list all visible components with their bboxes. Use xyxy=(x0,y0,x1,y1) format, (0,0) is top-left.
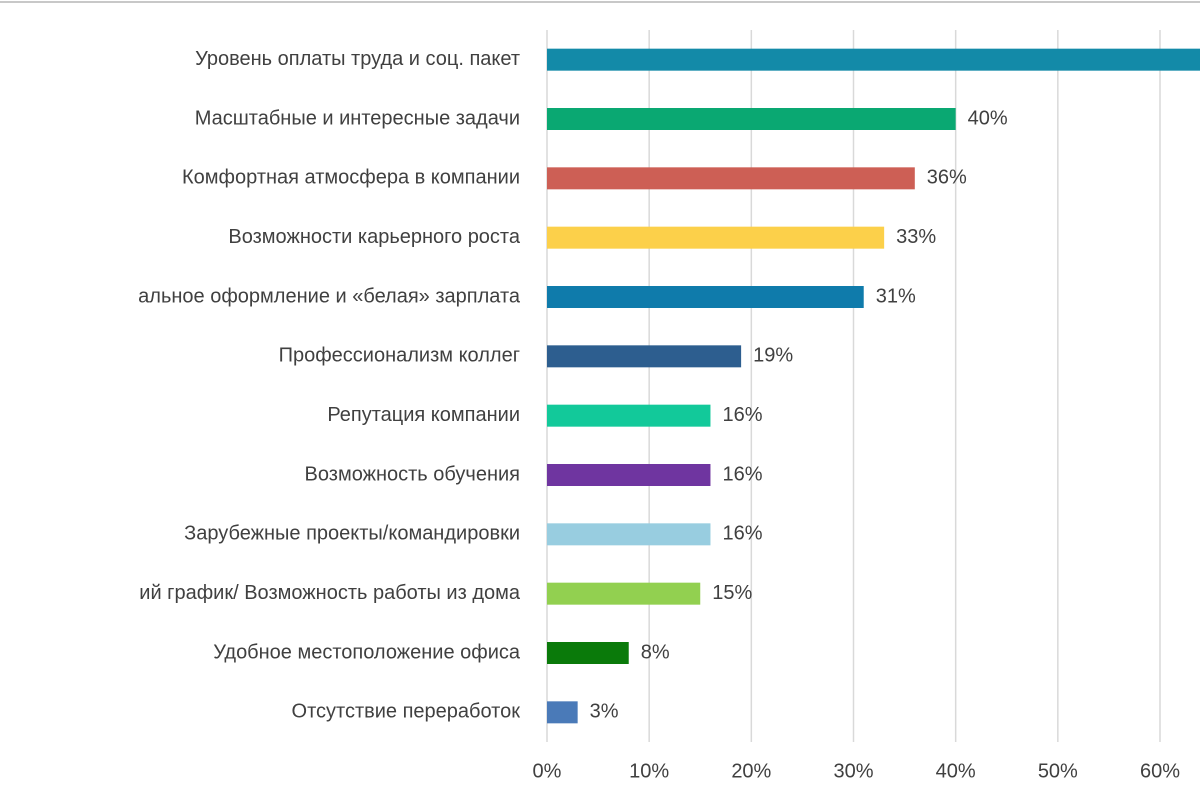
y-tick-label: Возможность обучения xyxy=(305,463,520,485)
bar xyxy=(547,345,742,368)
data-label: 15% xyxy=(712,582,752,604)
data-label: 8% xyxy=(641,641,670,663)
y-tick-label: Масштабные и интересные задачи xyxy=(195,107,520,129)
data-label: 33% xyxy=(896,226,936,248)
y-tick-label: Профессионализм коллег xyxy=(279,345,520,367)
data-label: 16% xyxy=(722,463,762,485)
data-label: 31% xyxy=(876,285,916,307)
x-tick-label: 40% xyxy=(936,760,976,782)
bar xyxy=(547,582,701,605)
y-tick-label: альное оформление и «белая» зарплата xyxy=(138,285,521,307)
bar xyxy=(547,286,864,308)
data-label: 19% xyxy=(753,345,793,367)
bar xyxy=(547,226,885,249)
y-tick-label: Отсутствие переработок xyxy=(292,701,521,723)
y-tick-label: Уровень оплаты труда и соц. пакет xyxy=(195,48,520,70)
data-label: 16% xyxy=(722,404,762,426)
x-tick-label: 0% xyxy=(533,760,562,782)
y-tick-label: Комфортная атмосфера в компании xyxy=(182,167,520,189)
bar xyxy=(547,701,578,724)
x-tick-label: 30% xyxy=(833,760,873,782)
x-tick-label: 60% xyxy=(1140,760,1180,782)
bar xyxy=(547,523,711,546)
data-label: 16% xyxy=(722,523,762,545)
y-tick-label: ий график/ Возможность работы из дома xyxy=(139,582,521,604)
bar xyxy=(547,642,629,664)
bar xyxy=(547,464,711,486)
bar xyxy=(547,404,711,427)
x-tick-label: 10% xyxy=(629,760,669,782)
y-tick-label: Репутация компании xyxy=(327,404,520,426)
bar xyxy=(547,48,1200,71)
y-tick-label: Зарубежные проекты/командировки xyxy=(184,523,520,545)
bar xyxy=(547,167,915,190)
bar xyxy=(547,108,956,130)
data-label: 36% xyxy=(927,167,967,189)
x-tick-label: 20% xyxy=(731,760,771,782)
y-tick-label: Возможности карьерного роста xyxy=(228,226,520,248)
x-tick-label: 50% xyxy=(1038,760,1078,782)
data-label: 40% xyxy=(968,107,1008,129)
data-label: 3% xyxy=(590,701,619,723)
y-tick-label: Удобное местоположение офиса xyxy=(213,641,521,663)
